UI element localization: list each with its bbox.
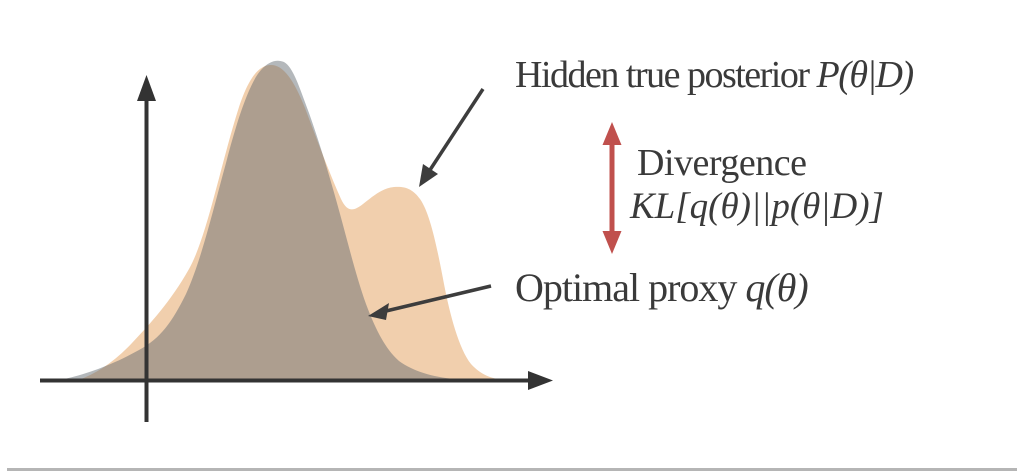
x-axis-arrowhead-icon xyxy=(528,371,553,390)
divergence-arrow xyxy=(602,122,622,254)
proxy-distribution xyxy=(64,60,455,380)
kl-divergence-formula: KL[q(θ)||p(θ|D)] xyxy=(630,186,884,227)
bottom-divider xyxy=(7,468,1017,471)
proxy-pointer-arrow xyxy=(368,284,492,320)
y-axis-arrowhead-icon xyxy=(137,75,156,101)
posterior-label-text: Hidden true posterior xyxy=(515,54,817,96)
divergence-title: Divergence xyxy=(637,142,807,184)
proxy-label: Optimal proxy q(θ) xyxy=(515,265,809,310)
posterior-pointer-arrow xyxy=(419,88,485,187)
proxy-label-text: Optimal proxy xyxy=(515,265,746,310)
posterior-label: Hidden true posterior P(θ|D) xyxy=(515,54,915,96)
posterior-math: P(θ|D) xyxy=(816,54,915,96)
true-posterior-distribution xyxy=(78,64,505,381)
proxy-math: q(θ) xyxy=(745,265,808,310)
